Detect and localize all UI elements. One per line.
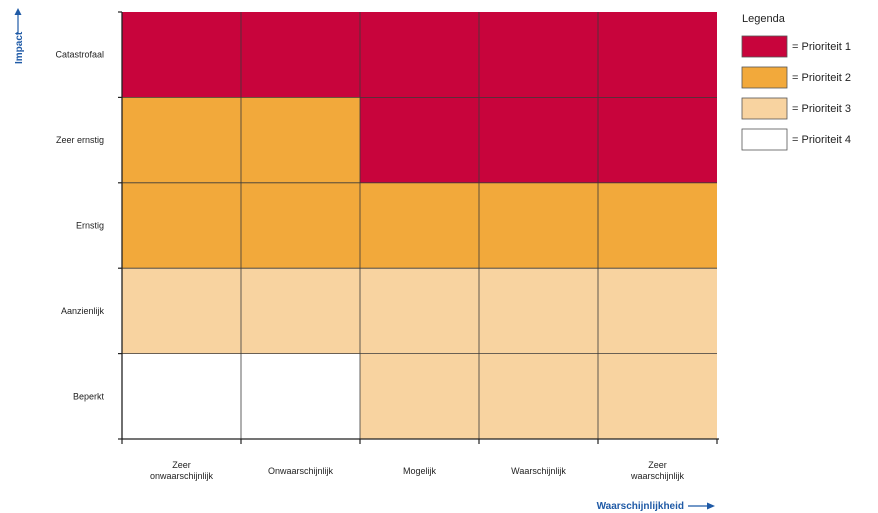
matrix-cell-r2-c3 bbox=[360, 97, 479, 183]
y-tick-label: Beperkt bbox=[73, 391, 105, 401]
x-tick-label: Mogelijk bbox=[403, 466, 437, 476]
legend: Legenda = Prioriteit 1 = Prioriteit 2 = Pri… bbox=[741, 13, 851, 151]
y-tick-label: Ernstig bbox=[76, 221, 104, 231]
matrix-cell-r4-c1 bbox=[122, 268, 241, 354]
matrix-cell-r5-c4 bbox=[479, 353, 598, 439]
x-axis-title: Waarschijnlijkheid bbox=[597, 501, 684, 512]
y-tick-label: Catastrofaal bbox=[55, 50, 104, 60]
x-tick-labels: Zeer onwaarschijnlijk Onwaarschijnlijk Moge… bbox=[150, 460, 685, 481]
matrix-gridlines bbox=[122, 12, 717, 439]
matrix-cell-r2-c5 bbox=[598, 97, 717, 183]
x-tick-label: Onwaarschijnlijk bbox=[268, 466, 334, 476]
x-tick-label: Zeer onwaarschijnlijk bbox=[150, 460, 214, 481]
legend-swatch-priority-4 bbox=[741, 128, 788, 151]
matrix-cell-r3-c5 bbox=[598, 182, 717, 269]
legend-label-priority-2: = Prioriteit 2 bbox=[792, 72, 851, 84]
y-tick-labels: Catastrofaal Zeer ernstig Ernstig Aanzienli… bbox=[55, 50, 104, 402]
matrix-cell-r4-c3 bbox=[360, 268, 479, 354]
matrix-cell-r1-c5 bbox=[598, 12, 717, 98]
matrix-cell-r5-c1 bbox=[122, 353, 241, 439]
y-axis-title: Impact bbox=[14, 31, 25, 64]
x-tick-label: Zeer waarschijnlijk bbox=[630, 460, 685, 481]
matrix-cell-r5-c3 bbox=[360, 353, 479, 439]
legend-swatch-priority-1 bbox=[741, 35, 788, 58]
matrix-cell-r1-c3 bbox=[360, 12, 479, 98]
arrow-up-icon bbox=[14, 8, 22, 15]
matrix-cell-r1-c2 bbox=[241, 12, 360, 98]
matrix-cell-r1-c4 bbox=[479, 12, 598, 98]
matrix-cell-r3-c2 bbox=[241, 182, 360, 269]
matrix-cell-r3-c1 bbox=[122, 182, 241, 269]
matrix-cell-r3-c3 bbox=[360, 182, 479, 269]
matrix-cell-r1-c1 bbox=[122, 12, 241, 98]
legend-swatch-priority-3 bbox=[741, 97, 788, 120]
legend-label-priority-3: = Prioriteit 3 bbox=[792, 103, 851, 115]
legend-swatch-priority-2 bbox=[741, 66, 788, 89]
arrow-right-icon bbox=[707, 502, 715, 510]
axes: Impact Waarschijnlijkheid bbox=[14, 8, 719, 512]
matrix-cell-r4-c4 bbox=[479, 268, 598, 354]
matrix-cell-r2-c4 bbox=[479, 97, 598, 183]
legend-title: Legenda bbox=[742, 13, 786, 25]
matrix-cell-r5-c5 bbox=[598, 353, 717, 439]
matrix-cell-r5-c2 bbox=[241, 353, 360, 439]
matrix-cell-r4-c5 bbox=[598, 268, 717, 354]
x-tick-label: Waarschijnlijk bbox=[511, 466, 566, 476]
y-tick-label: Aanzienlijk bbox=[61, 306, 105, 316]
legend-label-priority-4: = Prioriteit 4 bbox=[792, 134, 851, 146]
matrix-cell-r2-c2 bbox=[241, 97, 360, 183]
matrix-cells bbox=[122, 12, 717, 439]
matrix-cell-r3-c4 bbox=[479, 182, 598, 269]
legend-label-priority-1: = Prioriteit 1 bbox=[792, 41, 851, 53]
matrix-cell-r4-c2 bbox=[241, 268, 360, 354]
matrix-cell-r2-c1 bbox=[122, 97, 241, 183]
y-tick-label: Zeer ernstig bbox=[56, 135, 104, 145]
